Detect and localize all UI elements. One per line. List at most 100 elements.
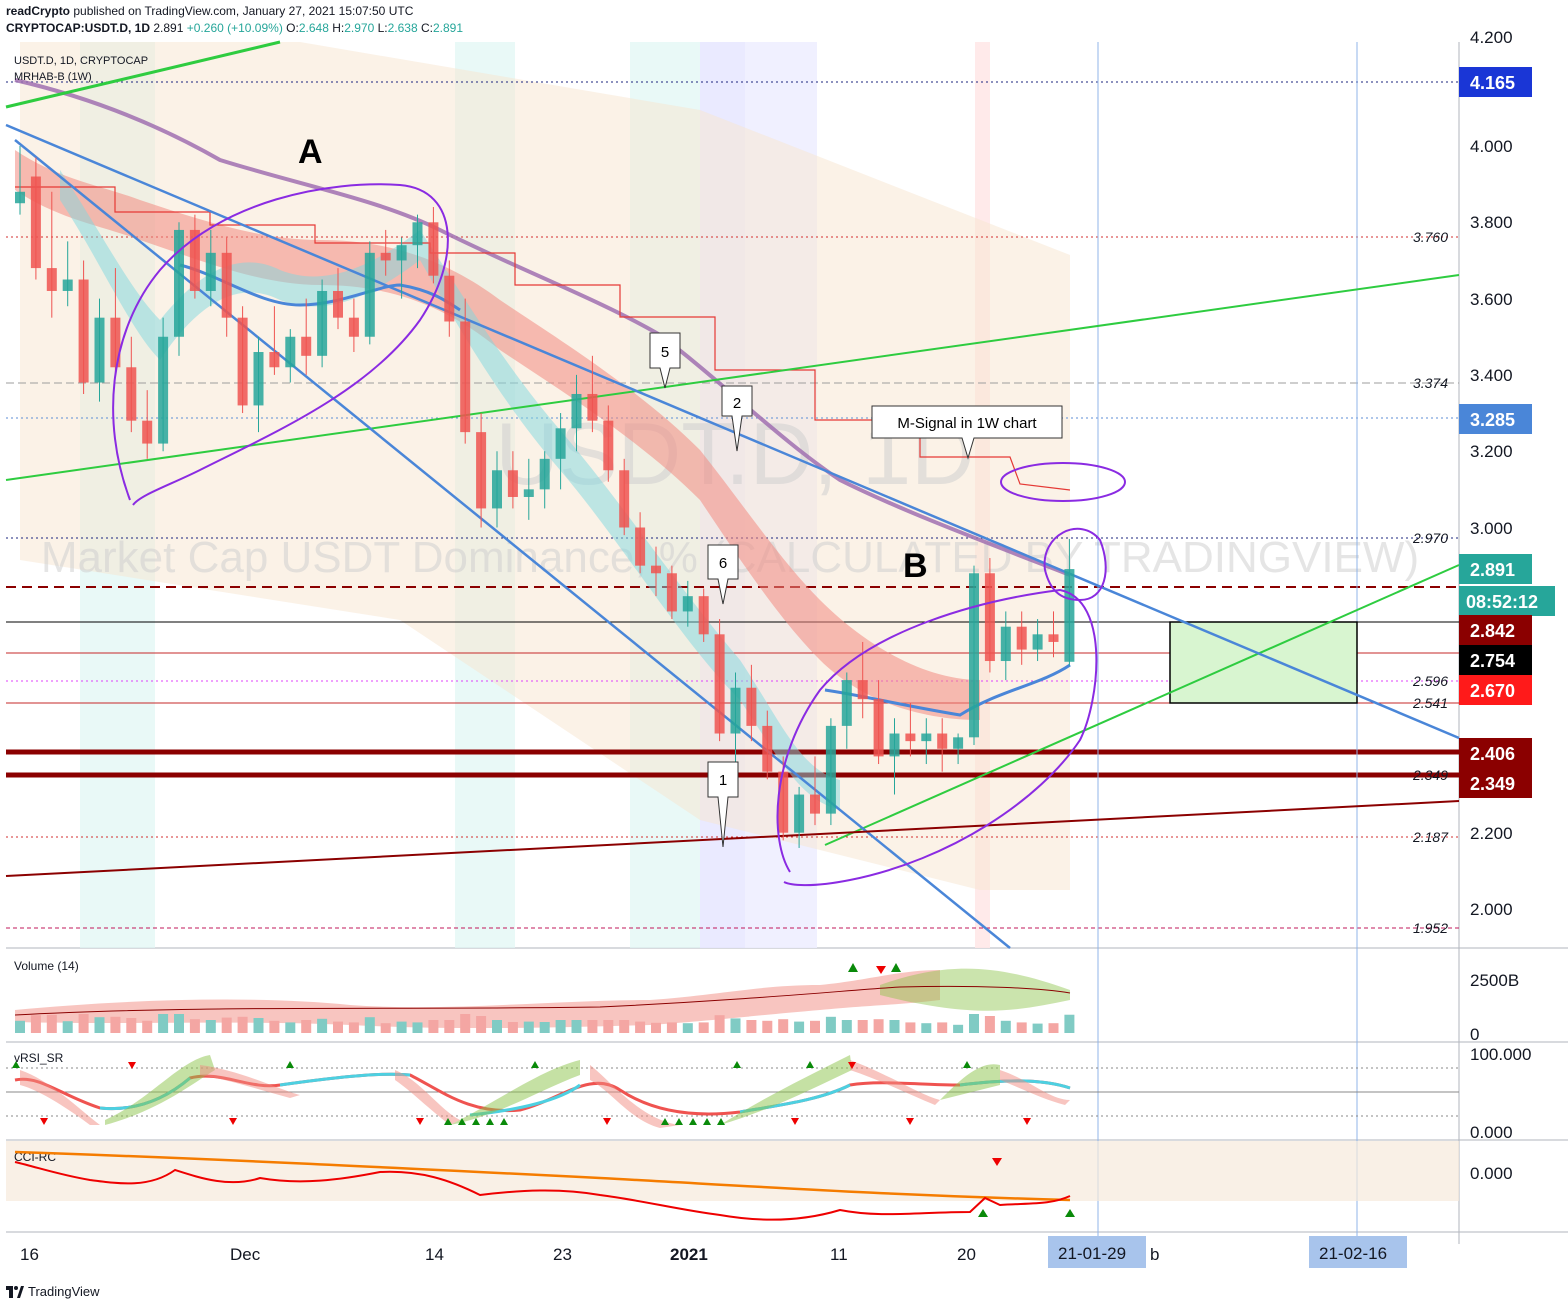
dark-red-support-line [5, 800, 1460, 877]
candle-body [905, 733, 916, 742]
price-tick-3200: 3.200 [1470, 442, 1513, 461]
callout-6[interactable]: 6 [707, 544, 739, 605]
volume-bar [476, 1016, 487, 1033]
callout-2[interactable]: 2 [721, 385, 753, 452]
volume-ma-line [14, 985, 1071, 1016]
target-box[interactable] [1169, 621, 1358, 704]
callout-5-label: 5 [661, 344, 669, 361]
price-tick-3800: 3.800 [1470, 213, 1513, 232]
volume-bar [746, 1020, 757, 1033]
candle-body [841, 680, 852, 726]
volume-bar [603, 1020, 614, 1033]
candle-body [587, 393, 598, 421]
rsi-down-arrow [791, 1118, 799, 1125]
volume-bar [873, 1019, 884, 1033]
candle-body [921, 733, 932, 742]
time-tick-dec: Dec [230, 1245, 261, 1264]
volume-bar [221, 1017, 232, 1033]
volume-bar [825, 1016, 836, 1033]
callout-2-label: 2 [733, 395, 741, 412]
volume-bar [301, 1020, 312, 1033]
volume-bar [539, 1022, 550, 1033]
close-value: 2.891 [432, 21, 464, 35]
rsi-down-arrow [128, 1062, 136, 1069]
time-axis[interactable]: 16 Dec 14 23 2021 11 20 b 21-01-29 21-02… [20, 1236, 1407, 1268]
candle-body [1000, 626, 1011, 662]
level-label-2541: 2.541 [1412, 695, 1448, 711]
volume-bar [730, 1018, 741, 1033]
candle-body [189, 229, 200, 291]
volume-bar [619, 1020, 630, 1033]
volume-bar [794, 1021, 805, 1033]
volume-bar [1032, 1023, 1043, 1033]
m-signal-label: M-Signal in 1W chart [897, 415, 1037, 432]
last-price: 2.891 [153, 21, 184, 35]
circle-a [112, 183, 449, 506]
candle-body [142, 420, 153, 444]
ohlc-header: CRYPTOCAP:USDT.D, 1D 2.891 +0.260 (+10.0… [6, 21, 463, 35]
open-value: 2.648 [298, 21, 329, 35]
rsi-signal-arrows [12, 1061, 1031, 1125]
rsi-up-arrow [689, 1118, 697, 1125]
volume-bar [651, 1022, 661, 1033]
candle-body [953, 737, 964, 749]
candle-body [30, 176, 41, 269]
candle-body [94, 317, 105, 383]
publish-header: readCrypto published on TradingView.com,… [6, 4, 413, 18]
volume-bar [285, 1022, 296, 1033]
rsi-tick-top: 100.000 [1470, 1045, 1531, 1064]
volume-tick-top: 2500B [1470, 971, 1519, 990]
footer: TradingView [6, 1284, 100, 1299]
level-label-2187: 2.187 [1412, 829, 1449, 845]
volume-bar [380, 1023, 391, 1033]
ma-ribbon-red [15, 150, 980, 720]
candle-body [666, 573, 677, 612]
candle-body [412, 222, 423, 246]
high-value: 2.970 [344, 21, 375, 35]
volume-bar [62, 1021, 73, 1033]
candle-body [571, 393, 582, 429]
callout-1[interactable]: 1 [707, 761, 739, 848]
rsi-down-arrow [906, 1118, 914, 1125]
callout-5[interactable]: 5 [649, 332, 681, 389]
candle-body [746, 687, 757, 726]
rsi-up-arrow [703, 1118, 711, 1125]
tag-3285: 3.285 [1470, 410, 1515, 430]
candle-body [969, 573, 979, 738]
candle-body [825, 725, 836, 814]
volume-band-red [15, 970, 940, 1029]
rsi-up-arrow [444, 1118, 452, 1125]
green-trendline-top [5, 40, 281, 109]
price-tick-3000: 3.000 [1470, 519, 1513, 538]
price-tick-3400: 3.400 [1470, 366, 1513, 385]
candle-body [15, 191, 25, 204]
rsi-up-arrow [486, 1118, 494, 1125]
volume-bar [810, 1020, 820, 1033]
volume-bar [15, 1020, 25, 1033]
price-axis[interactable]: 4.200 4.000 3.800 3.600 3.400 3.200 3.00… [1470, 28, 1513, 919]
volume-bar [428, 1020, 439, 1033]
cci-up-arrow-1 [978, 1209, 988, 1217]
callout-m-signal[interactable]: M-Signal in 1W chart [871, 405, 1063, 460]
candle-body [317, 290, 328, 356]
rsi-up-arrow [531, 1061, 539, 1068]
volume-bar [969, 1014, 979, 1033]
volume-bar [555, 1020, 566, 1033]
cci-band [6, 1141, 1459, 1201]
tag-2891: 2.891 [1470, 560, 1515, 580]
green-trendline-bottom [824, 564, 1460, 846]
rsi-down-arrow [603, 1118, 611, 1125]
candle-body [619, 470, 630, 528]
candle-body [221, 252, 232, 318]
volume-down-arrow [876, 966, 886, 974]
candle-body [714, 634, 725, 734]
candle-body [873, 699, 884, 757]
candle-body [937, 733, 948, 749]
legend-series: USDT.D, 1D, CRYPTOCAP [14, 55, 148, 67]
rsi-tick-bottom: 0.000 [1470, 1123, 1513, 1142]
time-tick-2021: 2021 [670, 1245, 708, 1264]
volume-bar [507, 1022, 518, 1033]
volume-bar [126, 1018, 137, 1033]
tradingview-logo-icon [6, 1285, 24, 1298]
